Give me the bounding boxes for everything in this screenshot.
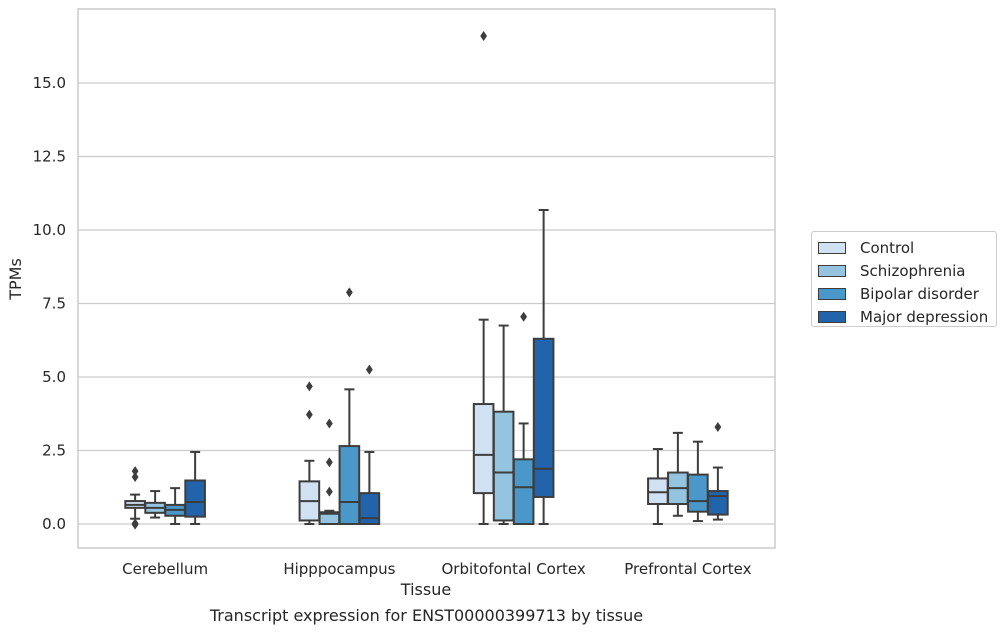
outlier-point (305, 409, 313, 420)
y-tick-label: 2.5 (42, 442, 66, 460)
x-tick-label: Prefrontal Cortex (624, 560, 751, 578)
x-tick-label: Orbitofontal Cortex (442, 560, 586, 578)
x-axis-title: Tissue (400, 580, 451, 599)
box-schizophrenia (144, 490, 166, 519)
outlier-point (714, 421, 722, 432)
outlier-point (131, 519, 139, 530)
x-tick-label: Cerebellum (122, 560, 208, 578)
legend-item: Major depression (818, 305, 996, 328)
legend-item: Bipolar disorder (818, 282, 996, 305)
iqr-box (512, 458, 535, 526)
iqr-box (687, 473, 709, 513)
legend-label: Bipolar disorder (860, 284, 979, 303)
y-axis-ticks: 0.0 2.5 5.0 7.5 10.0 12.5 15.0 (33, 74, 66, 533)
plot-frame (77, 8, 776, 549)
legend-swatch (818, 264, 846, 277)
outlier-point (520, 311, 528, 322)
iqr-box (338, 445, 361, 525)
box-bipolar-disorder (338, 287, 361, 525)
outlier-point (480, 30, 488, 41)
outlier-point (131, 466, 139, 477)
box-major-depression (707, 421, 729, 521)
y-tick-label: 7.5 (42, 295, 66, 313)
box-schizophrenia (492, 324, 515, 525)
x-tick-label: Hipppocampus (283, 560, 395, 578)
box-control (124, 466, 146, 530)
box-bipolar-disorder (687, 440, 709, 523)
legend-label: Control (860, 238, 915, 257)
box-control (298, 381, 321, 525)
outlier-point (325, 418, 333, 429)
box-major-depression (184, 450, 206, 525)
grid-lines (78, 82, 775, 525)
y-axis-title: TPMs (6, 258, 25, 301)
iqr-box (472, 403, 495, 495)
legend: Control Schizophrenia Bipolar disorder Majo… (811, 231, 997, 327)
outlier-point (325, 486, 333, 497)
iqr-box (492, 410, 515, 522)
iqr-box (358, 492, 381, 526)
box-major-depression (358, 364, 381, 526)
boxes (124, 30, 729, 530)
box-control (472, 30, 495, 525)
legend-label: Major depression (860, 307, 989, 326)
box-bipolar-disorder (164, 487, 186, 525)
outlier-point (345, 287, 353, 298)
outlier-point (365, 364, 373, 375)
iqr-box (532, 337, 555, 498)
box-major-depression (532, 209, 555, 525)
box-schizophrenia (667, 431, 689, 517)
box-control (647, 448, 669, 525)
y-tick-label: 15.0 (33, 74, 66, 92)
iqr-box (184, 479, 206, 518)
y-tick-label: 0.0 (42, 515, 66, 533)
x-axis-ticks: Cerebellum Hipppocampus Orbitofontal Corte… (122, 560, 751, 578)
outlier-point (131, 471, 139, 482)
legend-item: Schizophrenia (818, 259, 996, 282)
figure-caption: Transcript expression for ENST0000039971… (209, 606, 644, 625)
box-schizophrenia (318, 418, 341, 525)
y-tick-label: 12.5 (33, 148, 66, 166)
legend-swatch (818, 287, 846, 300)
outlier-point (325, 457, 333, 468)
iqr-box (647, 477, 669, 506)
y-tick-label: 5.0 (42, 368, 66, 386)
iqr-box (707, 490, 729, 516)
legend-swatch (818, 310, 846, 323)
legend-item: Control (818, 236, 996, 259)
box-bipolar-disorder (512, 311, 535, 526)
y-tick-label: 10.0 (33, 221, 66, 239)
outlier-point (305, 381, 313, 392)
legend-swatch (818, 241, 846, 254)
legend-label: Schizophrenia (860, 261, 966, 280)
